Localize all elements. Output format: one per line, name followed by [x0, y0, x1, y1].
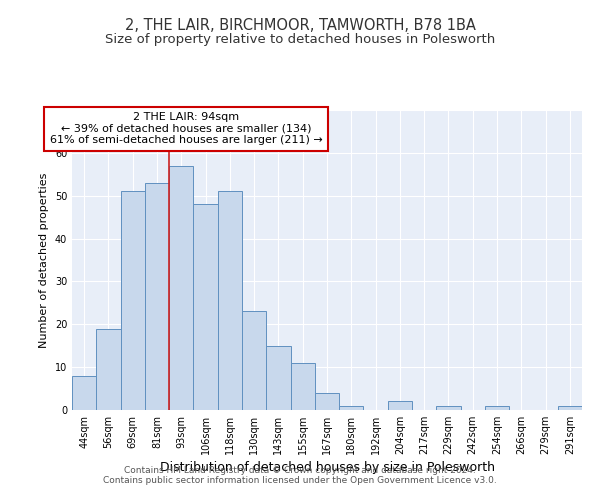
Bar	[485, 406, 509, 410]
Bar	[266, 346, 290, 410]
Bar	[290, 363, 315, 410]
Bar	[121, 192, 145, 410]
Y-axis label: Number of detached properties: Number of detached properties	[39, 172, 49, 348]
Text: Size of property relative to detached houses in Polesworth: Size of property relative to detached ho…	[105, 32, 495, 46]
Bar	[72, 376, 96, 410]
Bar	[315, 393, 339, 410]
Bar	[96, 328, 121, 410]
Bar	[169, 166, 193, 410]
Text: Contains HM Land Registry data © Crown copyright and database right 2024.
Contai: Contains HM Land Registry data © Crown c…	[103, 466, 497, 485]
Bar	[242, 312, 266, 410]
Bar	[218, 192, 242, 410]
X-axis label: Distribution of detached houses by size in Polesworth: Distribution of detached houses by size …	[160, 461, 494, 474]
Bar	[388, 402, 412, 410]
Text: 2, THE LAIR, BIRCHMOOR, TAMWORTH, B78 1BA: 2, THE LAIR, BIRCHMOOR, TAMWORTH, B78 1B…	[125, 18, 475, 32]
Text: 2 THE LAIR: 94sqm
← 39% of detached houses are smaller (134)
61% of semi-detache: 2 THE LAIR: 94sqm ← 39% of detached hous…	[50, 112, 323, 146]
Bar	[145, 183, 169, 410]
Bar	[558, 406, 582, 410]
Bar	[339, 406, 364, 410]
Bar	[193, 204, 218, 410]
Bar	[436, 406, 461, 410]
